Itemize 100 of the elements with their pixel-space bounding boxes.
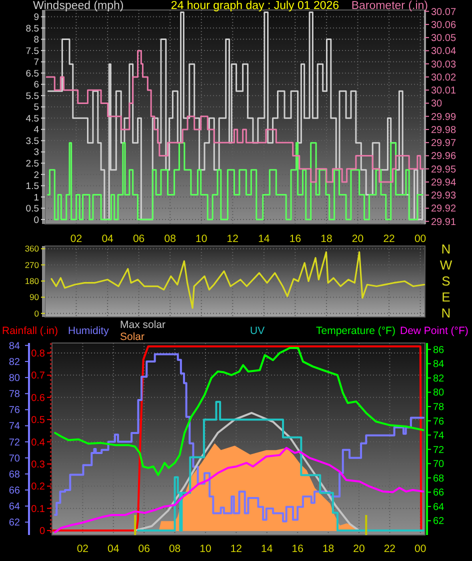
y2-tick-label: 72 — [433, 444, 445, 456]
y-tick-label: 8.5 — [26, 23, 39, 34]
category-label: W — [440, 258, 452, 273]
y-tick-label: 90 — [30, 292, 40, 302]
category-label: E — [442, 290, 450, 305]
y3-tick-label: 84 — [8, 340, 20, 352]
y2-tick-label: 70 — [433, 459, 445, 470]
y2-tick-label: 29.92 — [431, 204, 456, 215]
y2-tick-label: 30.06 — [431, 20, 456, 31]
y3-tick-label: 82 — [8, 356, 20, 368]
y-tick-label: 360 — [24, 244, 40, 254]
y3-tick-label: 78 — [8, 389, 20, 400]
y2-tick-label: 76 — [433, 416, 445, 428]
y2-tick-label: 84 — [433, 359, 445, 370]
y3-tick-label: 76 — [8, 405, 20, 416]
y-tick-label: 5.5 — [26, 90, 39, 102]
text: Solar — [120, 331, 146, 343]
text: Humidity — [68, 325, 110, 337]
y-tick-label: 7.5 — [26, 46, 39, 57]
y-tick-label: 6 — [34, 80, 39, 91]
x-tick-label: 04 — [108, 543, 120, 555]
y3-tick-label: 72 — [8, 437, 20, 448]
y2-tick-label: 29.91 — [431, 216, 456, 228]
line-series — [54, 346, 424, 476]
line-series — [134, 412, 360, 532]
y2-tick-label: 29.95 — [431, 164, 456, 176]
x-tick-label: 00 — [414, 233, 426, 245]
y-tick-label: 0.5 — [31, 415, 46, 426]
y3-tick-label: 62 — [8, 518, 20, 529]
x-tick-label: 00 — [414, 543, 426, 555]
text: UV — [250, 325, 265, 337]
y-tick-label: 4.5 — [26, 113, 39, 124]
x-tick-label: 16 — [289, 233, 302, 245]
y-tick-label: 0 — [34, 214, 39, 226]
y2-tick-label: 64 — [433, 502, 445, 513]
y-tick-label: 2 — [34, 170, 39, 181]
x-tick-label: 22 — [383, 233, 396, 245]
y2-tick-label: 68 — [433, 473, 445, 484]
y2-axis-title: Barometer (.in) — [351, 0, 428, 12]
y3-tick-label: 66 — [8, 486, 20, 497]
y2-tick-label: 30 — [431, 98, 443, 110]
y-tick-label: 2.5 — [26, 158, 39, 170]
y-tick-label: 1.5 — [26, 181, 39, 192]
x-tick-label: 22 — [384, 543, 396, 555]
x-tick-label: 02 — [76, 543, 89, 555]
y-tick-label: 3 — [34, 147, 39, 158]
series-label: Temperature (°F) — [316, 325, 396, 337]
category-label: N — [441, 306, 451, 321]
y-tick-label: 0.2 — [31, 482, 46, 493]
text: Max solar — [120, 319, 166, 331]
x-tick-label: 08 — [168, 543, 181, 555]
y2-tick-label: 29.94 — [431, 177, 456, 188]
x-tick-label: 14 — [261, 543, 273, 555]
y-tick-label: 0.4 — [31, 437, 46, 448]
y2-tick-label: 80 — [433, 388, 445, 399]
y-tick-label: 4 — [34, 124, 39, 136]
line-series — [50, 251, 425, 309]
y3-tick-label: 64 — [8, 502, 20, 513]
y-tick-label: 0.6 — [31, 392, 46, 404]
y2-tick-label: 62 — [433, 516, 445, 528]
y2-tick-label: 29.96 — [431, 151, 456, 162]
y-tick-label: 1 — [34, 192, 39, 204]
x-tick-label: 18 — [320, 233, 332, 245]
x-tick-label: 08 — [164, 233, 176, 245]
y-axis-title: Windspeed (mph) — [33, 0, 124, 12]
y2-tick-label: 30.01 — [431, 86, 456, 97]
y3-tick-label: 68 — [8, 469, 20, 480]
y2-tick-label: 29.93 — [431, 190, 456, 202]
y2-tick-label: 29.99 — [431, 112, 456, 123]
y-tick-label: 0.8 — [31, 348, 46, 360]
y-tick-label: 0.7 — [31, 370, 46, 382]
y-tick-label: 0.3 — [31, 459, 46, 470]
y-tick-label: 7 — [34, 57, 39, 68]
x-tick-label: 02 — [70, 233, 82, 245]
x-tick-label: 20 — [353, 543, 365, 555]
x-tick-label: 04 — [102, 233, 114, 245]
y3-tick-label: 80 — [8, 373, 20, 384]
y2-tick-label: 30.03 — [431, 59, 456, 70]
x-tick-label: 20 — [352, 233, 364, 245]
y-tick-label: 0 — [34, 308, 40, 318]
y2-tick-label: 29.97 — [431, 138, 456, 150]
x-tick-label: 16 — [292, 543, 304, 555]
category-label: N — [441, 242, 451, 257]
y-tick-label: 5 — [34, 102, 39, 114]
y2-tick-label: 29.98 — [431, 124, 456, 136]
y2-tick-label: 86 — [433, 344, 445, 356]
y2-tick-label: 66 — [433, 488, 445, 499]
y2-tick-label: 30.07 — [431, 6, 456, 18]
x-tick-label: 10 — [196, 233, 208, 245]
y2-tick-label: 78 — [433, 402, 445, 414]
x-tick-label: 12 — [226, 233, 239, 245]
y2-tick-label: 30.02 — [431, 72, 456, 84]
y-tick-label: 270 — [24, 260, 40, 270]
y-tick-label: 9 — [34, 12, 39, 24]
category-label: S — [442, 274, 450, 289]
y-tick-label: 3.5 — [26, 136, 39, 147]
y-tick-label: 8 — [34, 34, 39, 46]
y-tick-label: 0.5 — [26, 204, 39, 215]
y-tick-label: 0.1 — [31, 504, 46, 515]
x-tick-label: 14 — [258, 233, 270, 245]
